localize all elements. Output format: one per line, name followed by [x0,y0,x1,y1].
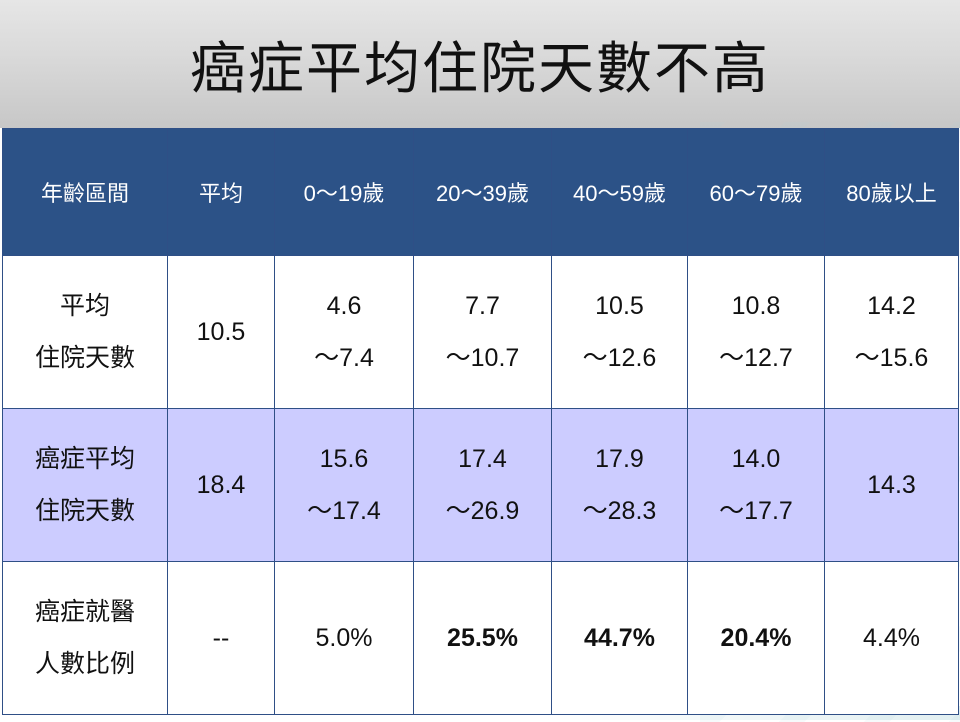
header-age-20-39: 20～39歲 [413,128,552,256]
header-age-0-19: 0～19歲 [274,128,414,256]
hospital-stay-table: 年齡區間 平均 0～19歲 20～39歲 40～59歲 60～79歲 80歲以上… [2,128,959,715]
table-row: 癌症就醫 人數比例 -- 5.0% 25.5% 44.7% 20.4% 4.4% [2,561,959,715]
percent-cell-highlighted: 25.5% [413,561,552,715]
average-cell: 10.5 [167,255,275,409]
table-row: 平均 住院天數 10.5 4.6 ～7.4 7.7 ～10.7 10.5 ～12.6 1… [2,255,959,409]
average-cell: 18.4 [167,408,275,562]
header-age-range: 年齡區間 [2,128,168,256]
row-label: 癌症平均 住院天數 [2,408,168,562]
range-cell: 4.6 ～7.4 [274,255,414,409]
percent-cell-highlighted: 44.7% [551,561,688,715]
percent-cell: 5.0% [274,561,414,715]
table-row: 癌症平均 住院天數 18.4 15.6 ～17.4 17.4 ～26.9 17.9 ～2… [2,408,959,562]
title-banner [0,0,960,128]
percent-cell: 4.4% [824,561,959,715]
range-cell: 7.7 ～10.7 [413,255,552,409]
percent-cell-highlighted: 20.4% [687,561,825,715]
range-cell: 10.5 ～12.6 [551,255,688,409]
row-label: 平均 住院天數 [2,255,168,409]
header-age-80-plus: 80歲以上 [824,128,959,256]
header-row: 年齡區間 平均 0～19歲 20～39歲 40～59歲 60～79歲 80歲以上 [2,128,959,256]
header-age-40-59: 40～59歲 [551,128,688,256]
range-cell: 14.0 ～17.7 [687,408,825,562]
row-label: 癌症就醫 人數比例 [2,561,168,715]
slide-title: 癌症平均住院天數不高 [190,37,770,102]
range-cell: 14.3 [824,408,959,562]
header-average: 平均 [167,128,275,256]
header-age-60-79: 60～79歲 [687,128,825,256]
range-cell: 17.4 ～26.9 [413,408,552,562]
range-cell: 17.9 ～28.3 [551,408,688,562]
range-cell: 14.2 ～15.6 [824,255,959,409]
range-cell: 15.6 ～17.4 [274,408,414,562]
range-cell: 10.8 ～12.7 [687,255,825,409]
average-cell: -- [167,561,275,715]
